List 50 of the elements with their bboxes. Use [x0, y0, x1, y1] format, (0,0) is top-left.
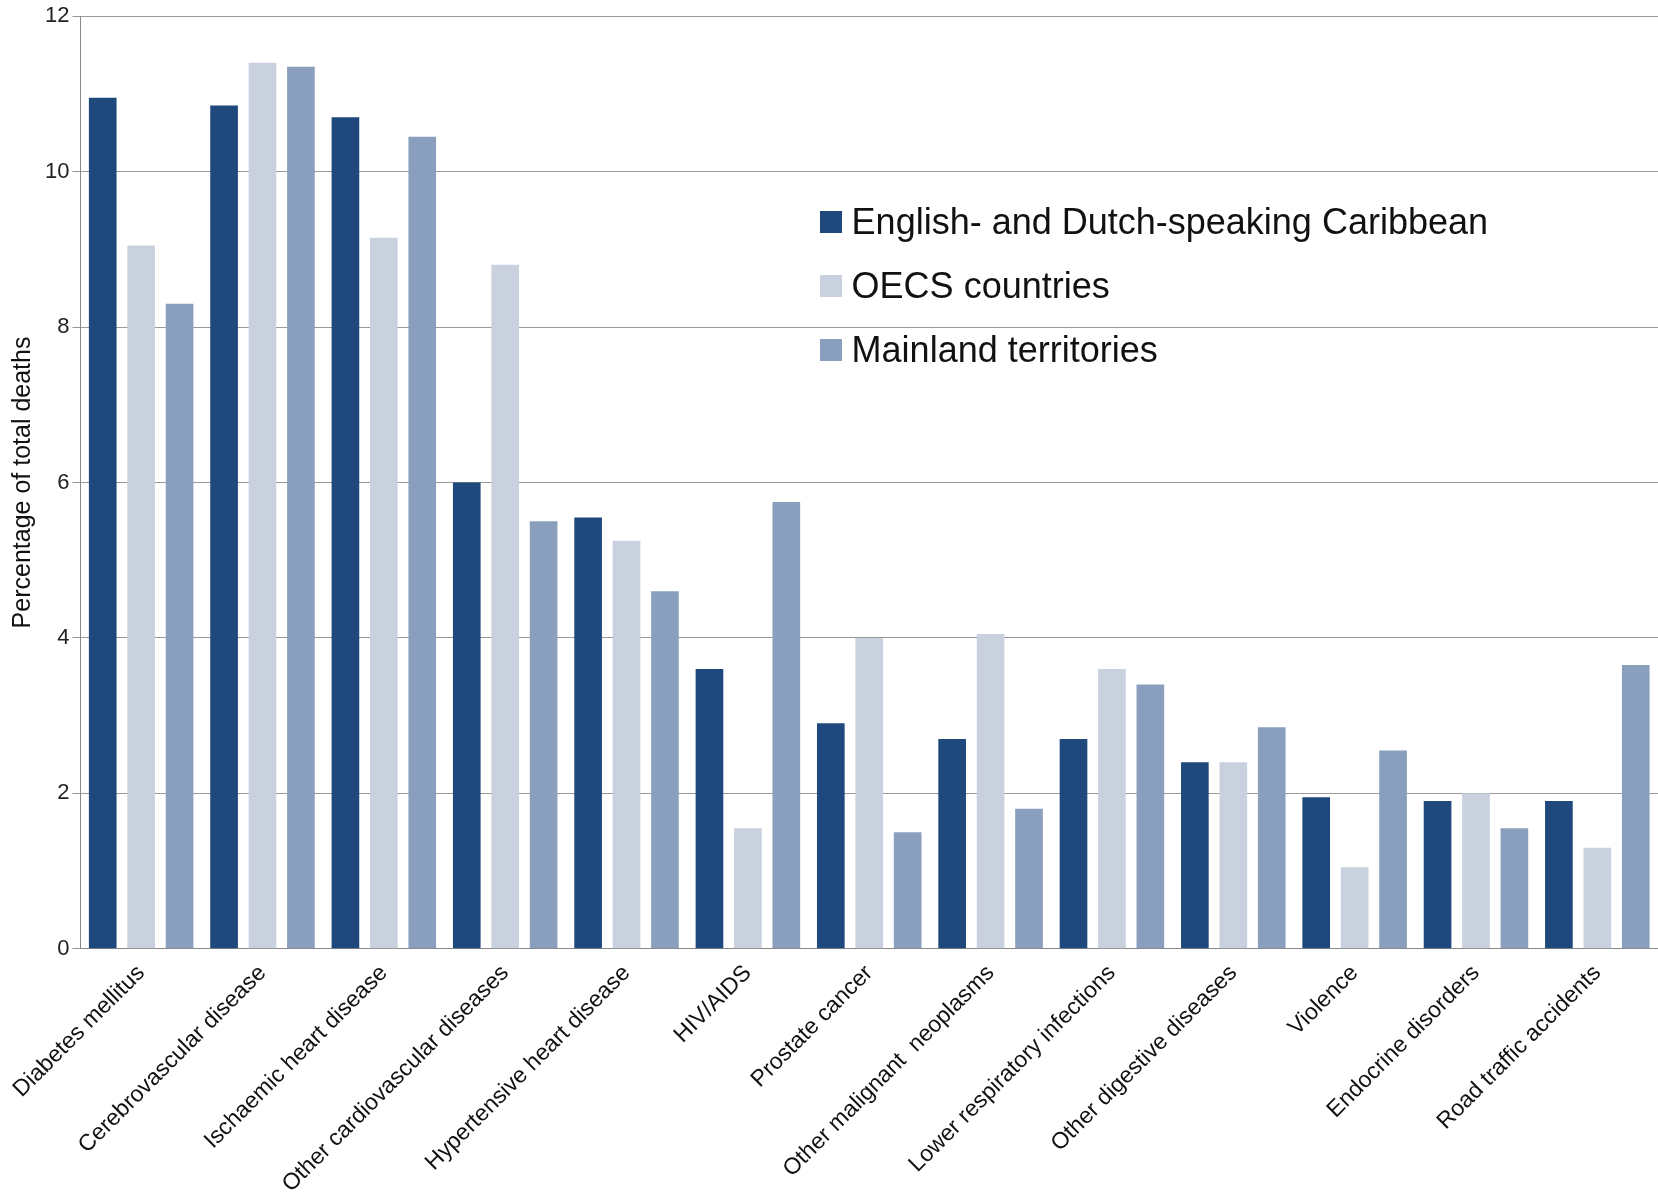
bar — [210, 105, 238, 949]
bar — [165, 303, 194, 949]
legend-label: OECS countries — [851, 265, 1110, 307]
bar — [1621, 665, 1650, 949]
bar — [772, 501, 801, 949]
bar — [1500, 828, 1529, 949]
y-tick-label: 12 — [44, 2, 70, 28]
bar — [893, 832, 922, 949]
bar — [127, 245, 155, 949]
bar — [408, 136, 437, 949]
bar — [1136, 684, 1165, 949]
bar — [1423, 801, 1452, 949]
bar — [491, 264, 520, 949]
bar — [529, 521, 558, 949]
bar — [1462, 793, 1490, 949]
bar — [1098, 668, 1126, 949]
bar — [1015, 808, 1043, 949]
bar — [1181, 762, 1209, 949]
bar — [1340, 867, 1369, 949]
bar — [1257, 727, 1286, 949]
bar — [976, 634, 1005, 949]
legend-label: Mainland territories — [851, 329, 1158, 371]
legend-label: English- and Dutch-speaking Caribbean — [851, 201, 1488, 243]
bar — [651, 591, 679, 949]
y-tick-label: 6 — [57, 468, 70, 494]
bar — [1059, 738, 1088, 949]
y-axis-title: Percentage of total deaths — [6, 336, 35, 629]
bar — [1583, 847, 1612, 949]
y-tick-label: 10 — [44, 157, 70, 183]
bar — [612, 540, 641, 949]
bar — [734, 828, 762, 949]
bar — [1302, 797, 1331, 949]
bar — [938, 738, 966, 949]
bar — [816, 723, 845, 949]
bar — [574, 517, 602, 949]
bar — [287, 66, 315, 949]
bar — [248, 62, 277, 949]
bar — [370, 237, 398, 949]
bar — [695, 668, 724, 949]
y-tick-label: 4 — [57, 623, 70, 649]
bar — [452, 482, 481, 949]
bar — [88, 97, 117, 949]
bar — [331, 117, 360, 949]
bar — [855, 637, 884, 949]
bar — [1545, 801, 1573, 949]
bar — [1379, 750, 1407, 949]
bar — [1219, 762, 1248, 949]
y-tick-label: 0 — [57, 934, 70, 960]
y-tick-label: 2 — [57, 779, 70, 805]
y-tick-label: 8 — [57, 313, 70, 339]
